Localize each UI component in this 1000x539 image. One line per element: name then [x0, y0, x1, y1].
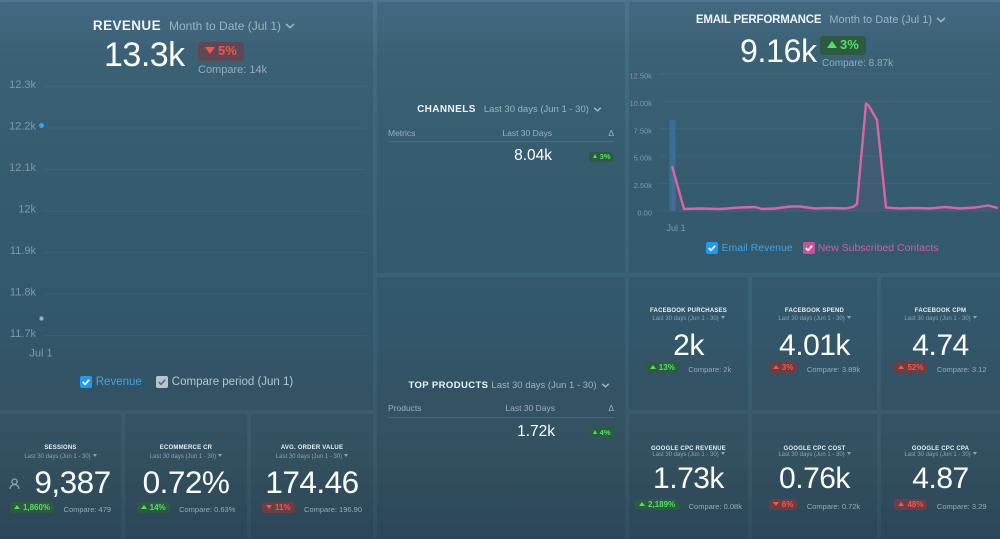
svg-text:12.3k: 12.3k	[9, 79, 36, 91]
svg-text:12.50k: 12.50k	[629, 72, 652, 81]
svg-text:7.50k: 7.50k	[634, 126, 653, 135]
svg-text:12k: 12k	[18, 203, 36, 215]
svg-text:Jul 1: Jul 1	[29, 348, 52, 360]
svg-text:12.2k: 12.2k	[9, 120, 36, 132]
svg-text:11.9k: 11.9k	[10, 245, 37, 257]
svg-text:2.50k: 2.50k	[634, 181, 653, 190]
svg-text:11.7k: 11.7k	[10, 328, 37, 340]
svg-text:10.00k: 10.00k	[629, 99, 652, 108]
svg-text:11.8k: 11.8k	[10, 286, 37, 298]
svg-text:0.00: 0.00	[637, 209, 652, 218]
svg-text:12.1k: 12.1k	[9, 162, 36, 174]
svg-text:5.00k: 5.00k	[634, 154, 653, 163]
svg-text:Jul 1: Jul 1	[666, 223, 685, 233]
